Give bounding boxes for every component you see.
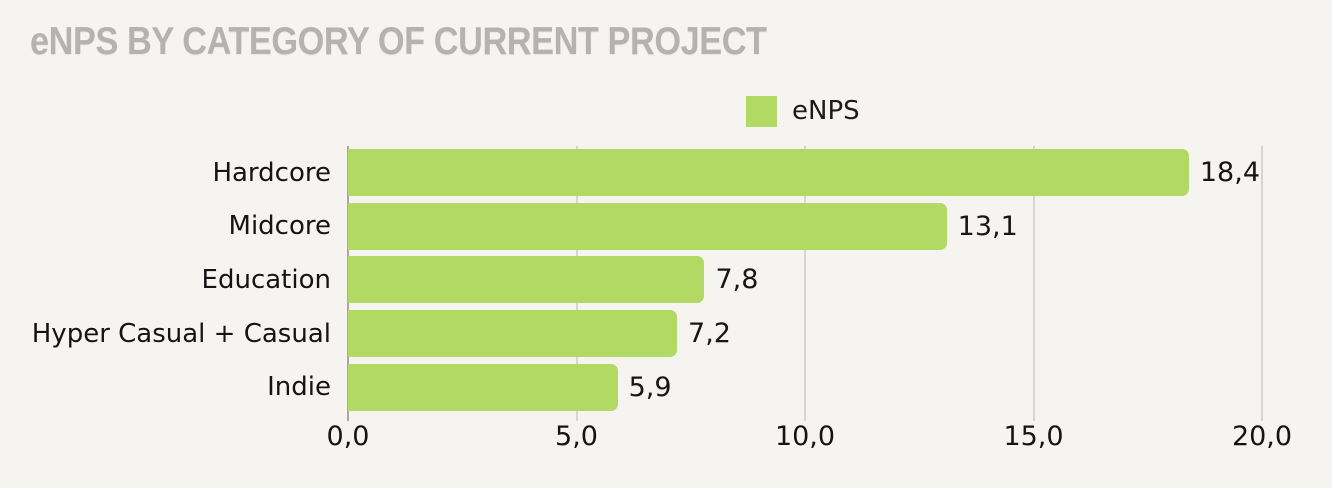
gridline	[1032, 146, 1035, 421]
gridline	[1261, 146, 1263, 421]
legend-label: eNPS	[792, 96, 860, 126]
category-label: Hardcore	[212, 157, 331, 188]
bars-layer: 18,4 13,1 7,8 7,2 5,9	[348, 146, 1262, 414]
gridline	[804, 146, 806, 421]
bar-value-label: 18,4	[1199, 157, 1260, 189]
chart-title: eNPS BY CATEGORY OF CURRENT PROJECT	[30, 20, 767, 63]
bar-hardcore	[348, 149, 1189, 197]
bar-indie	[348, 363, 618, 411]
bar-value-label: 13,1	[957, 210, 1018, 242]
bar-value-label: 7,8	[715, 264, 759, 296]
bar-midcore	[348, 202, 947, 250]
legend-swatch-icon	[746, 96, 777, 127]
x-tick-label: 20,0	[1231, 421, 1293, 452]
category-label: Midcore	[228, 211, 331, 242]
category-label: Education	[201, 264, 331, 295]
legend: eNPS	[746, 96, 860, 127]
bar-value-label: 7,2	[688, 318, 731, 350]
bar-row: 5,9	[348, 360, 1262, 414]
bar-value-label: 5,9	[628, 371, 672, 403]
plot-area: 18,4 13,1 7,8 7,2 5,9	[347, 146, 1263, 421]
bar-row: 7,2	[348, 307, 1262, 361]
x-tick-label: 5,0	[555, 421, 598, 452]
bar-hyper-casual-casual	[348, 310, 678, 358]
bar-row: 18,4	[348, 146, 1262, 200]
bar-row: 7,8	[348, 253, 1262, 307]
x-tick-label: 0,0	[326, 421, 370, 452]
bar-education	[348, 256, 705, 304]
x-tick-label: 15,0	[1003, 421, 1064, 452]
bar-row: 13,1	[348, 200, 1262, 254]
category-label: Hyper Casual + Casual	[31, 318, 331, 349]
x-tick-label: 10,0	[774, 421, 836, 452]
category-label: Indie	[267, 372, 331, 403]
category-axis-labels: Hardcore Midcore Education Hyper Casual + C…	[0, 146, 331, 414]
